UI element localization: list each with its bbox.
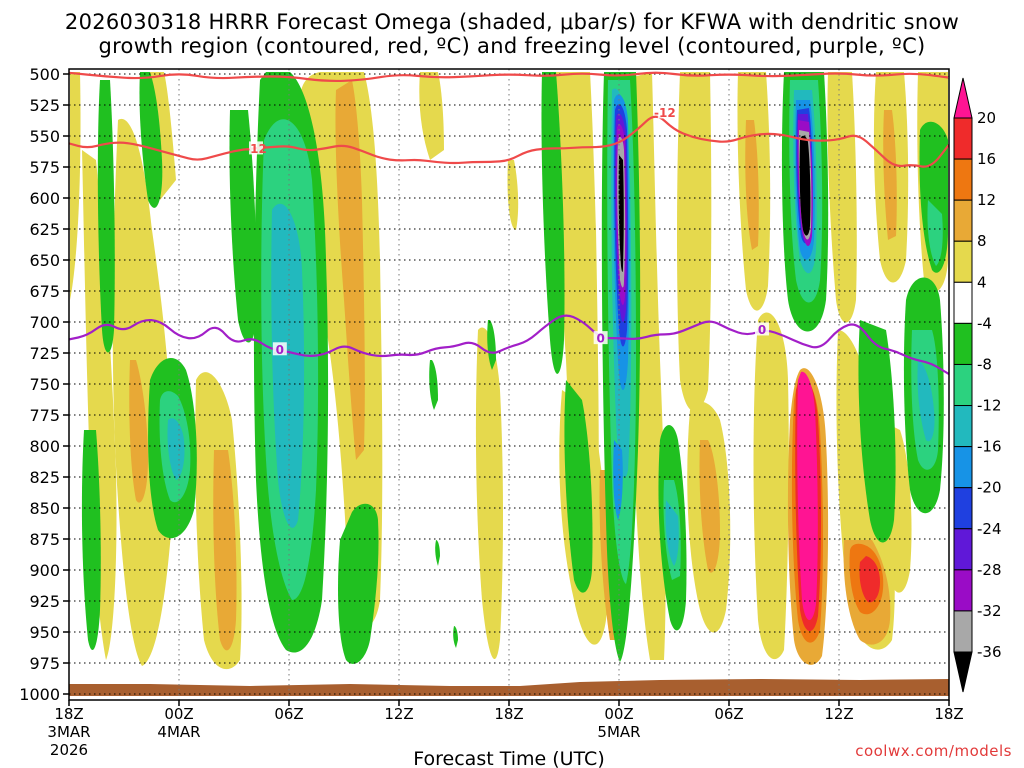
y-tick-label: 975 xyxy=(29,654,60,673)
colorbar-bottom-arrow xyxy=(953,651,973,693)
x-tick-label: 06Z xyxy=(714,705,743,723)
x-tick-label: 00Z xyxy=(604,705,633,723)
contour-series-1 xyxy=(69,71,949,83)
y-tick-label: 550 xyxy=(29,127,60,146)
colorbar-swatch xyxy=(953,446,973,489)
credit-text: coolwx.com/models xyxy=(855,742,1012,760)
colorbar-swatch xyxy=(953,281,973,324)
contour-label-bg xyxy=(249,141,263,155)
x-axis-label: Forecast Time (UTC) xyxy=(413,748,604,768)
x-tick-label: 12Z xyxy=(824,705,853,723)
contour-label: -12 xyxy=(245,142,267,156)
x-tick-date: 3MAR xyxy=(47,723,90,741)
colorbar-top-arrow xyxy=(953,77,973,119)
colorbar-swatch xyxy=(953,158,973,201)
y-tick-label: 600 xyxy=(29,189,60,208)
chart-title-line-2: growth region (contoured, red, ºC) and f… xyxy=(98,34,925,58)
contour-label-bg xyxy=(657,105,672,119)
y-tick-label: 800 xyxy=(29,437,60,456)
contour-series-3 xyxy=(69,314,949,376)
colorbar-swatch xyxy=(953,487,973,530)
y-tick-label: 850 xyxy=(29,499,60,518)
contour-labels: -12 -12 0 0 0 xyxy=(245,105,769,357)
colorbar-label: 8 xyxy=(977,232,987,250)
colorbar-swatch xyxy=(953,528,973,571)
y-tick-label: 725 xyxy=(29,344,60,363)
y-tick-label: 675 xyxy=(29,282,60,301)
x-tick-year: 2026 xyxy=(50,741,88,759)
y-tick-label: 875 xyxy=(29,530,60,549)
y-tick-label: 900 xyxy=(29,561,60,580)
y-tick-label: 700 xyxy=(29,313,60,332)
contour-label-bg xyxy=(755,322,769,336)
contour-label: -12 xyxy=(654,106,676,120)
y-tick-label: 500 xyxy=(29,65,60,84)
ground-terrain xyxy=(69,679,949,696)
contour-label: 0 xyxy=(276,343,284,357)
colorbar-label: -32 xyxy=(977,602,1002,620)
colorbar-label: -24 xyxy=(977,520,1002,538)
contour-label: 0 xyxy=(758,323,766,337)
contour-label-bg xyxy=(272,342,287,356)
colorbar-label: -36 xyxy=(977,643,1002,661)
y-axis: 500 525 550 575 600 625 650 675 700 725 750 775 800 8… xyxy=(19,65,69,704)
chart-title-line-1: 2026030318 HRRR Forecast Omega (shaded, … xyxy=(65,10,959,34)
colorbar: 20 16 12 8 4 -4 -8 -12 -16 -20 -24 -28 -32 -36 xyxy=(953,77,1002,693)
colorbar-swatch xyxy=(953,405,973,448)
colorbar-swatch xyxy=(953,610,973,653)
y-tick-label: 775 xyxy=(29,406,60,425)
colorbar-swatch xyxy=(953,117,973,160)
x-tick-date: 4MAR xyxy=(157,723,200,741)
colorbar-label: -12 xyxy=(977,397,1002,415)
y-tick-label: 825 xyxy=(29,468,60,487)
contour-label: 0 xyxy=(596,332,604,346)
x-tick-label: 12Z xyxy=(384,705,413,723)
colorbar-label: 12 xyxy=(977,191,996,209)
colorbar-label: 20 xyxy=(977,109,996,127)
y-tick-label: 925 xyxy=(29,592,60,611)
contour-lines xyxy=(69,71,949,376)
y-tick-label: 950 xyxy=(29,623,60,642)
colorbar-swatch xyxy=(953,199,973,242)
y-tick-label: 1000 xyxy=(19,685,60,704)
contour-series-2 xyxy=(69,115,949,168)
colorbar-swatch xyxy=(953,569,973,612)
x-tick-label: 00Z xyxy=(164,705,193,723)
y-tick-label: 525 xyxy=(29,96,60,115)
colorbar-swatch xyxy=(953,240,973,283)
colorbar-label: 16 xyxy=(977,150,996,168)
colorbar-label: -20 xyxy=(977,479,1002,497)
y-tick-label: 625 xyxy=(29,220,60,239)
colorbar-label: -8 xyxy=(977,355,992,373)
x-tick-label: 18Z xyxy=(494,705,523,723)
colorbar-swatch xyxy=(953,322,973,365)
colorbar-label: -16 xyxy=(977,438,1002,456)
colorbar-swatch xyxy=(953,363,973,407)
colorbar-label: -28 xyxy=(977,561,1002,579)
x-tick-label: 06Z xyxy=(274,705,303,723)
colorbar-label: -4 xyxy=(977,314,992,332)
y-tick-label: 575 xyxy=(29,158,60,177)
x-tick-label: 18Z xyxy=(54,705,83,723)
x-tick-date: 5MAR xyxy=(597,723,640,741)
x-tick-label: 18Z xyxy=(934,705,963,723)
y-tick-label: 650 xyxy=(29,251,60,270)
y-tick-label: 750 xyxy=(29,375,60,394)
contour-label-bg xyxy=(593,331,608,345)
colorbar-label: 4 xyxy=(977,273,987,291)
